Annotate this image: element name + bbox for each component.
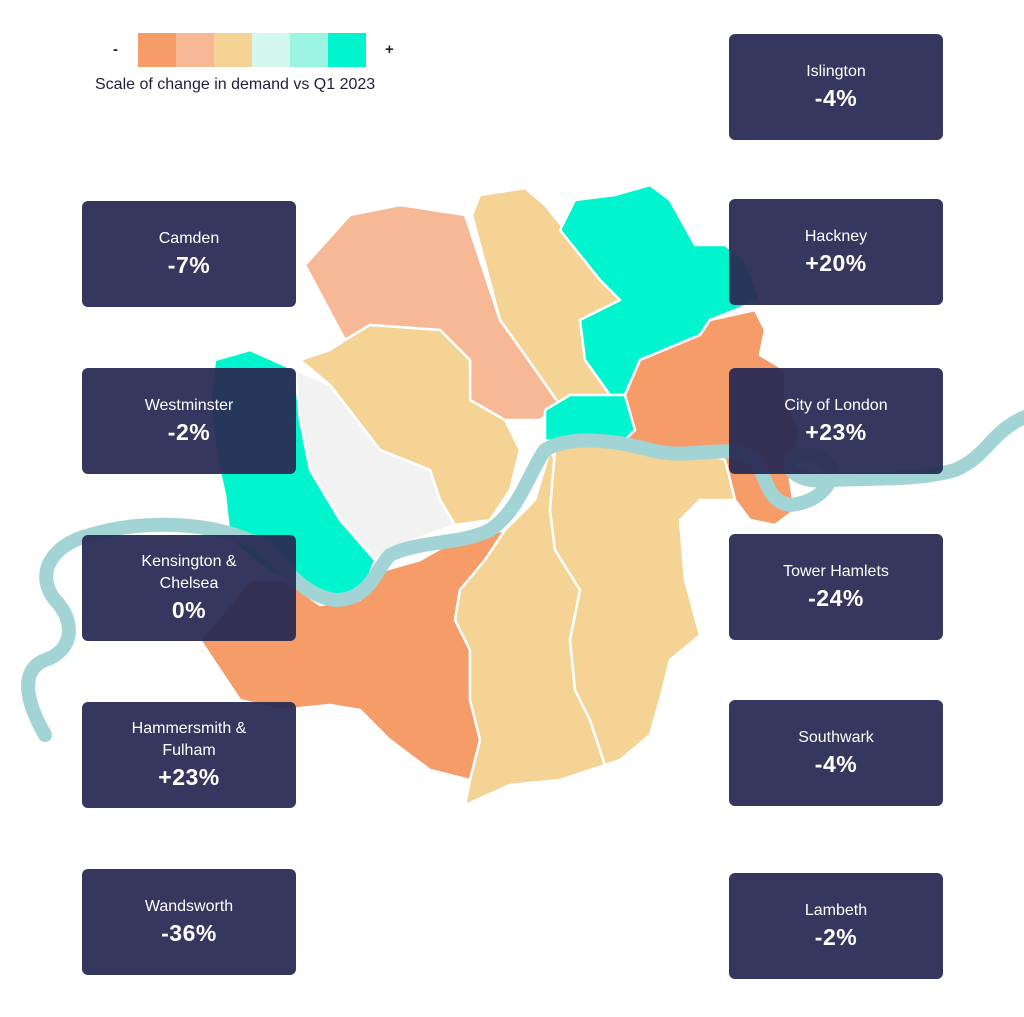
borough-change: -2% xyxy=(167,419,211,445)
borough-change: +23% xyxy=(158,764,220,790)
borough-name: Wandsworth xyxy=(144,898,234,915)
legend-color-scale xyxy=(138,33,366,67)
borough-card-wandsworth: Wandsworth -36% xyxy=(82,869,296,975)
borough-name: Hackney xyxy=(804,228,868,245)
borough-name: Camden xyxy=(158,230,220,247)
borough-card-westminster: Westminster -2% xyxy=(82,368,296,474)
legend-swatch xyxy=(138,33,176,67)
legend-swatch xyxy=(328,33,366,67)
borough-name: Islington xyxy=(806,63,866,80)
borough-change: +23% xyxy=(805,419,867,445)
legend-plus-label: + xyxy=(385,41,394,58)
borough-change: -4% xyxy=(814,85,858,111)
borough-card-hammersmith-fulham: Hammersmith & Fulham +23% xyxy=(82,702,296,808)
borough-change: -7% xyxy=(167,252,211,278)
borough-card-tower-hamlets: Tower Hamlets -24% xyxy=(729,534,943,640)
legend-caption: Scale of change in demand vs Q1 2023 xyxy=(95,76,376,93)
borough-name: Lambeth xyxy=(804,902,868,919)
borough-card-city-of-london: City of London +23% xyxy=(729,368,943,474)
borough-name: Kensington & Chelsea xyxy=(141,553,237,592)
borough-change: +20% xyxy=(805,250,867,276)
legend-swatch xyxy=(214,33,252,67)
borough-change: -2% xyxy=(814,924,858,950)
borough-change: -24% xyxy=(808,585,864,611)
legend-swatch xyxy=(252,33,290,67)
borough-name: Tower Hamlets xyxy=(783,563,889,580)
borough-name: Westminster xyxy=(144,397,234,414)
borough-change: 0% xyxy=(171,597,207,623)
borough-name: Hammersmith & Fulham xyxy=(131,720,247,759)
borough-card-islington: Islington -4% xyxy=(729,34,943,140)
borough-change: -4% xyxy=(814,751,858,777)
borough-card-lambeth: Lambeth -2% xyxy=(729,873,943,979)
borough-name: City of London xyxy=(784,397,888,414)
borough-card-kensington-chelsea: Kensington & Chelsea 0% xyxy=(82,535,296,641)
legend-swatch xyxy=(176,33,214,67)
borough-card-southwark: Southwark -4% xyxy=(729,700,943,806)
borough-change: -36% xyxy=(161,920,217,946)
borough-card-camden: Camden -7% xyxy=(82,201,296,307)
legend-swatch xyxy=(290,33,328,67)
borough-name: Southwark xyxy=(798,729,874,746)
borough-card-hackney: Hackney +20% xyxy=(729,199,943,305)
legend-minus-label: - xyxy=(113,41,118,58)
